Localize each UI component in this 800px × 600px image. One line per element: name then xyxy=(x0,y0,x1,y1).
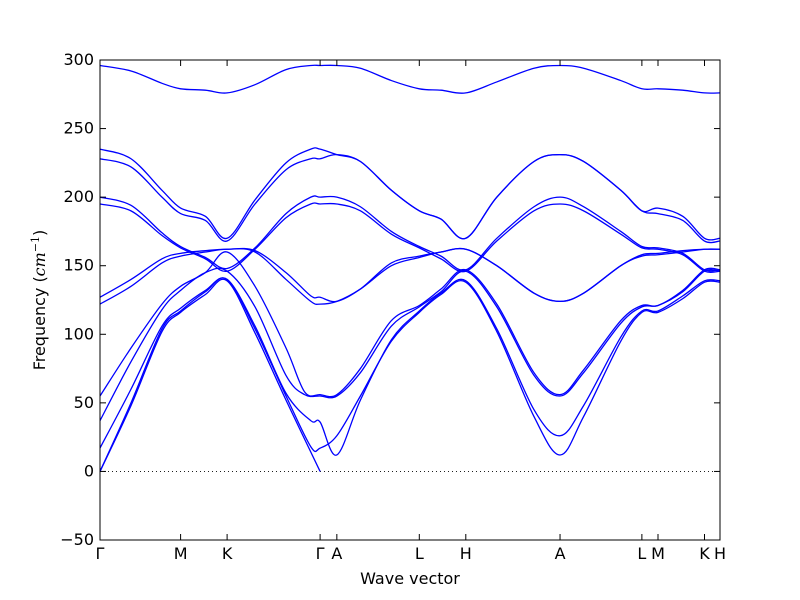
y-tick-label: 200 xyxy=(63,187,94,206)
y-tick-label: 250 xyxy=(63,119,94,138)
band-line-5 xyxy=(99,251,721,398)
x-tick-label: A xyxy=(555,544,566,563)
band-line-6 xyxy=(99,247,721,305)
y-axis-label-close: ) xyxy=(30,230,49,236)
band-line-7 xyxy=(99,247,721,303)
band-series-layer xyxy=(99,64,721,472)
y-tick-label: 50 xyxy=(74,393,94,412)
band-line-8 xyxy=(99,202,721,274)
band-line-3 xyxy=(99,277,721,456)
band-line-2 xyxy=(99,277,721,472)
y-tick-label: 150 xyxy=(63,256,94,275)
y-tick-label: 0 xyxy=(84,461,94,480)
y-tick-label: −50 xyxy=(60,530,94,549)
y-axis-label-unit: cm xyxy=(30,252,49,276)
x-tick-label: H xyxy=(714,544,726,563)
y-axis-ticks: −50 0 50 100 150 200 250 300 xyxy=(60,50,720,549)
y-axis-label-unit-exponent: −1 xyxy=(29,236,42,252)
x-tick-label: H xyxy=(460,544,472,563)
x-tick-label: L xyxy=(415,544,424,563)
plot-frame xyxy=(99,59,721,541)
band-line-11 xyxy=(99,147,721,244)
band-line-1 xyxy=(99,278,321,472)
y-axis-label-text: Frequency ( xyxy=(30,276,49,370)
x-tick-label: Γ xyxy=(316,544,325,563)
band-line-9 xyxy=(99,195,721,272)
y-axis-label: Frequency (cm−1) xyxy=(29,230,49,371)
x-tick-label: K xyxy=(222,544,233,563)
x-tick-label: L xyxy=(637,544,646,563)
x-tick-label: A xyxy=(331,544,342,563)
y-tick-label: 300 xyxy=(63,50,94,69)
band-line-12 xyxy=(99,64,721,94)
x-tick-label: Γ xyxy=(96,544,105,563)
x-tick-label: M xyxy=(174,544,188,563)
x-axis-label: Wave vector xyxy=(360,569,460,588)
x-tick-label: K xyxy=(699,544,710,563)
y-tick-label: 100 xyxy=(63,324,94,343)
x-tick-label: M xyxy=(651,544,665,563)
